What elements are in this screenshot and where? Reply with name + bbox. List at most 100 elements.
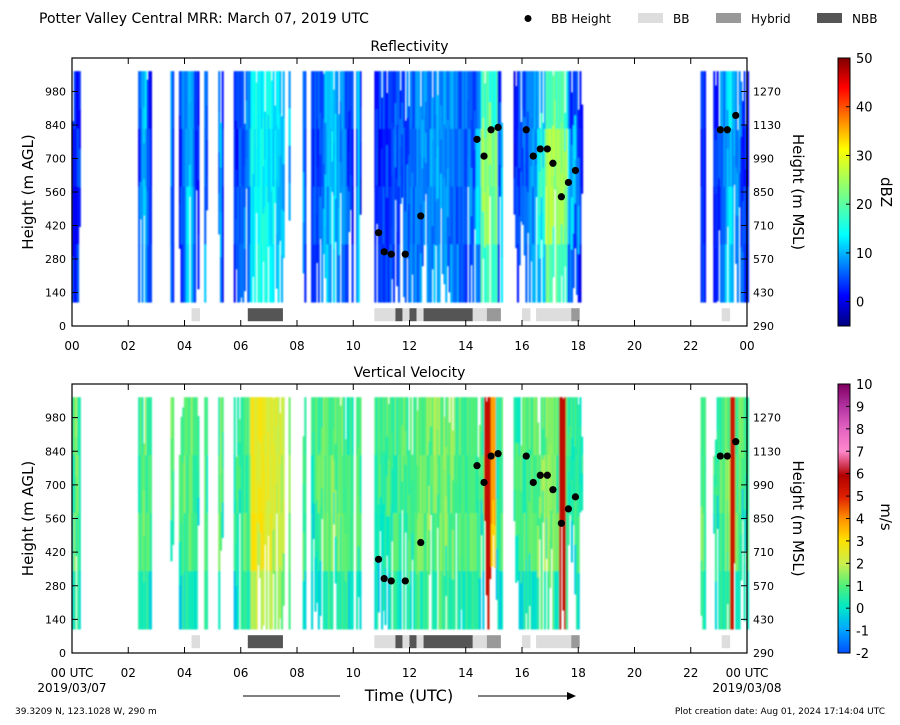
heatmap-cell <box>528 449 531 502</box>
heatmap-cell <box>218 111 221 154</box>
heatmap-cell <box>379 497 382 531</box>
legend-nbb-label: NBB <box>852 12 877 26</box>
heatmap-cell <box>467 128 470 159</box>
heatmap-cell <box>513 178 516 215</box>
heatmap-cell <box>348 571 351 630</box>
heatmap-cell <box>458 513 461 572</box>
heatmap-cell <box>189 102 192 135</box>
heatmap-cell <box>359 571 362 630</box>
heatmap-cell <box>577 253 580 303</box>
heatmap-cell <box>324 513 327 572</box>
heatmap-cell <box>381 97 384 150</box>
heatmap-cell <box>326 397 329 456</box>
heatmap-cell <box>475 244 478 303</box>
heatmap-cell <box>139 108 142 146</box>
heatmap-cell <box>489 164 492 197</box>
heatmap-cell <box>243 513 246 572</box>
heatmap-cell <box>484 138 487 194</box>
heatmap-cell <box>720 571 723 630</box>
heatmap-cell <box>190 513 193 572</box>
heatmap-cell <box>470 513 473 572</box>
heatmap-cell <box>731 513 734 572</box>
bb-height-point <box>480 152 488 160</box>
heatmap-cell <box>419 204 422 254</box>
heatmap-cell <box>255 82 258 116</box>
heatmap-cell <box>495 186 498 245</box>
heatmap-cell <box>141 71 144 130</box>
heatmap-cell <box>379 244 382 303</box>
heatmap-cell <box>480 397 483 433</box>
heatmap-cell <box>356 71 359 130</box>
heatmap-cell <box>357 128 360 188</box>
heatmap-cell <box>311 397 314 456</box>
heatmap-cell <box>562 186 565 245</box>
colorbar-tick-label: 9 <box>856 400 864 415</box>
heatmap-cell <box>532 571 535 630</box>
heatmap-cell <box>339 162 342 193</box>
heatmap-cell <box>399 397 402 456</box>
heatmap-cell <box>149 455 152 514</box>
heatmap-cell <box>533 571 536 630</box>
heatmap-cell <box>204 455 207 514</box>
heatmap-cell <box>192 513 195 572</box>
bb-height-point <box>522 452 530 460</box>
heatmap-cell <box>260 186 263 245</box>
heatmap-cell <box>267 466 270 502</box>
heatmap-cell <box>490 244 493 303</box>
heatmap-cell <box>430 71 433 130</box>
heatmap-cell <box>279 113 282 157</box>
legend-hybrid-swatch <box>716 13 741 23</box>
heatmap-cell <box>497 455 500 514</box>
heatmap-cell <box>336 244 339 303</box>
heatmap-cell <box>482 71 485 119</box>
heatmap-cell <box>321 488 324 519</box>
heatmap-cell <box>324 174 327 227</box>
heatmap-cell <box>343 186 346 245</box>
heatmap-cell <box>218 513 221 572</box>
heatmap-cell <box>194 71 197 130</box>
heatmap-cell <box>448 525 451 578</box>
heatmap-cell <box>473 397 476 456</box>
heatmap-cell <box>270 455 273 514</box>
bb-height-point <box>564 178 573 187</box>
heatmap-cell <box>720 397 723 456</box>
heatmap-cell <box>384 454 387 512</box>
heatmap-cell <box>252 173 255 226</box>
heatmap-cell <box>260 244 263 303</box>
heatmap-cell <box>304 186 307 245</box>
heatmap-cell <box>403 183 406 241</box>
heatmap-cell <box>247 513 250 572</box>
heatmap-cell <box>148 397 151 456</box>
heatmap-cell <box>515 397 518 444</box>
heatmap-cell <box>480 71 483 130</box>
heatmap-cell <box>403 240 406 298</box>
heatmap-cell <box>377 186 380 245</box>
heatmap-cell <box>522 397 525 456</box>
heatmap-cell <box>411 480 414 508</box>
bb-type-hybrid-segment <box>486 308 501 322</box>
heatmap-cell <box>384 397 387 455</box>
heatmap-cell <box>334 490 337 538</box>
heatmap-cell <box>178 454 181 499</box>
heatmap-cell <box>423 397 426 456</box>
heatmap-cell <box>458 571 461 630</box>
heatmap-cell <box>482 571 485 630</box>
heatmap-cell <box>138 455 141 514</box>
heatmap-cell <box>537 422 540 475</box>
heatmap-cell <box>723 397 726 456</box>
heatmap-cell <box>260 571 263 630</box>
heatmap-cell <box>522 186 525 225</box>
heatmap-cell <box>565 455 568 514</box>
heatmap-cell <box>233 397 236 456</box>
x-tick-label: 12 <box>402 339 417 353</box>
heatmap-cell <box>543 128 547 188</box>
heatmap-cell <box>455 186 458 245</box>
heatmap-cell <box>435 513 438 572</box>
heatmap-cell <box>522 513 525 572</box>
heatmap-cell <box>426 455 429 514</box>
heatmap-cell <box>397 455 401 514</box>
heatmap-cell <box>533 244 536 303</box>
heatmap-cell <box>450 186 453 245</box>
heatmap-cell <box>190 128 193 188</box>
heatmap-cell <box>478 186 482 245</box>
